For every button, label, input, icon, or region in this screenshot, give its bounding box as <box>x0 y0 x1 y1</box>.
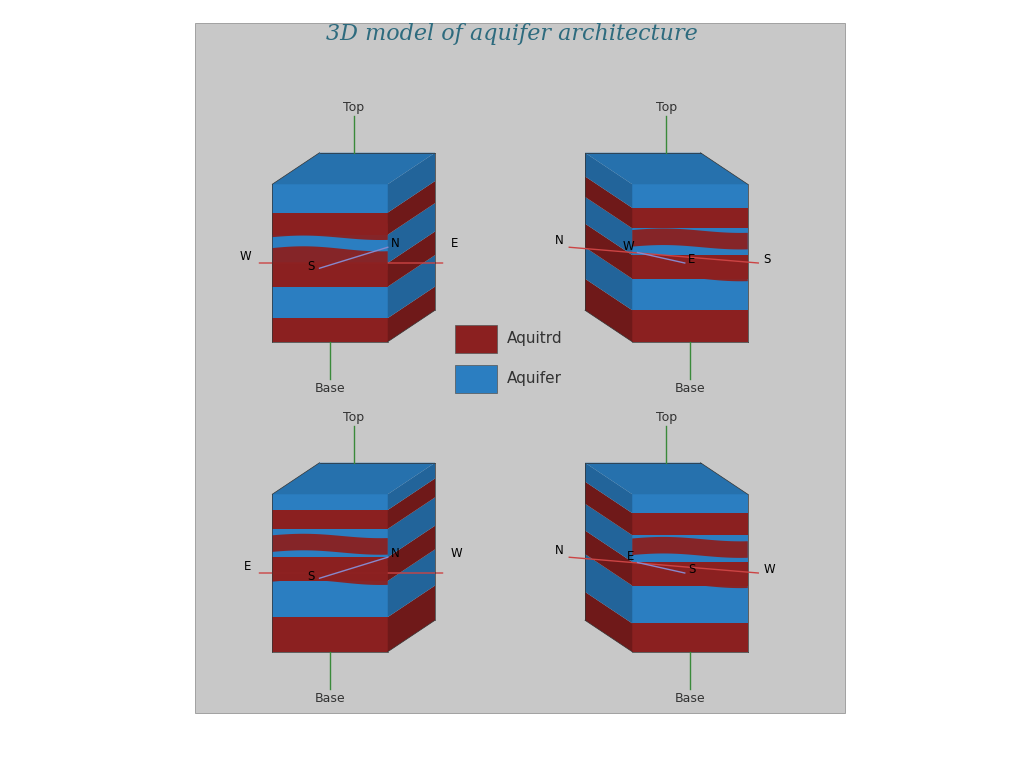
Polygon shape <box>585 463 748 495</box>
Polygon shape <box>632 310 748 342</box>
Polygon shape <box>632 495 748 513</box>
Polygon shape <box>388 549 435 617</box>
Polygon shape <box>632 228 748 255</box>
Polygon shape <box>388 231 435 286</box>
Polygon shape <box>272 318 388 342</box>
Polygon shape <box>388 586 435 652</box>
Polygon shape <box>632 535 748 562</box>
Text: Base: Base <box>314 382 345 395</box>
Text: E: E <box>688 253 695 266</box>
Text: W: W <box>240 250 251 263</box>
Text: Top: Top <box>655 411 677 424</box>
Polygon shape <box>388 204 435 263</box>
Polygon shape <box>272 561 388 585</box>
Polygon shape <box>388 153 435 213</box>
FancyBboxPatch shape <box>195 23 845 713</box>
Text: N: N <box>555 234 564 247</box>
Text: E: E <box>244 560 251 573</box>
Polygon shape <box>388 526 435 581</box>
Polygon shape <box>272 529 388 558</box>
Polygon shape <box>272 581 388 617</box>
Polygon shape <box>632 564 748 588</box>
Polygon shape <box>632 184 748 208</box>
Text: S: S <box>307 571 314 584</box>
Text: Base: Base <box>675 382 706 395</box>
Text: S: S <box>688 563 695 576</box>
Polygon shape <box>272 558 388 581</box>
Polygon shape <box>272 263 388 286</box>
Text: W: W <box>451 548 463 560</box>
Polygon shape <box>585 153 632 208</box>
Text: W: W <box>623 240 634 253</box>
Polygon shape <box>585 482 632 535</box>
Polygon shape <box>632 513 748 535</box>
Polygon shape <box>388 478 435 529</box>
Text: Base: Base <box>675 692 706 705</box>
Polygon shape <box>388 181 435 235</box>
Polygon shape <box>272 184 388 213</box>
Polygon shape <box>272 247 388 270</box>
Text: E: E <box>451 237 458 250</box>
Polygon shape <box>632 537 748 558</box>
Polygon shape <box>585 197 632 255</box>
Text: Top: Top <box>343 411 365 424</box>
Text: Aquifer: Aquifer <box>507 370 562 386</box>
Polygon shape <box>585 177 632 228</box>
Polygon shape <box>388 255 435 318</box>
Polygon shape <box>585 554 632 624</box>
Text: W: W <box>764 563 775 576</box>
Text: E: E <box>627 551 634 564</box>
Text: N: N <box>555 544 564 557</box>
Polygon shape <box>632 562 748 586</box>
Polygon shape <box>272 213 388 235</box>
Polygon shape <box>585 279 632 342</box>
Polygon shape <box>585 592 632 652</box>
Polygon shape <box>585 463 632 513</box>
Polygon shape <box>388 498 435 558</box>
Polygon shape <box>632 208 748 228</box>
Text: S: S <box>764 253 771 266</box>
Text: S: S <box>307 260 314 273</box>
Polygon shape <box>632 279 748 310</box>
Polygon shape <box>272 534 388 554</box>
Text: 3D model of aquifer architecture: 3D model of aquifer architecture <box>326 23 698 45</box>
Polygon shape <box>632 624 748 652</box>
Polygon shape <box>272 219 388 240</box>
Polygon shape <box>585 504 632 562</box>
Text: Top: Top <box>655 101 677 114</box>
Polygon shape <box>632 255 748 279</box>
Polygon shape <box>272 463 435 495</box>
Polygon shape <box>585 247 632 310</box>
Polygon shape <box>272 495 388 510</box>
Polygon shape <box>272 617 388 652</box>
Polygon shape <box>632 586 748 624</box>
Polygon shape <box>585 223 632 279</box>
Text: Top: Top <box>343 101 365 114</box>
Text: N: N <box>391 548 399 560</box>
Polygon shape <box>632 257 748 281</box>
Text: Base: Base <box>314 692 345 705</box>
Polygon shape <box>272 235 388 263</box>
Text: Aquitrd: Aquitrd <box>507 330 562 346</box>
Polygon shape <box>272 286 388 318</box>
FancyBboxPatch shape <box>455 325 497 353</box>
Polygon shape <box>585 153 748 184</box>
Polygon shape <box>585 531 632 586</box>
FancyBboxPatch shape <box>455 365 497 393</box>
Polygon shape <box>632 229 748 250</box>
Polygon shape <box>388 463 435 510</box>
Polygon shape <box>272 153 435 184</box>
Polygon shape <box>272 510 388 529</box>
Text: N: N <box>391 237 399 250</box>
Polygon shape <box>388 286 435 342</box>
